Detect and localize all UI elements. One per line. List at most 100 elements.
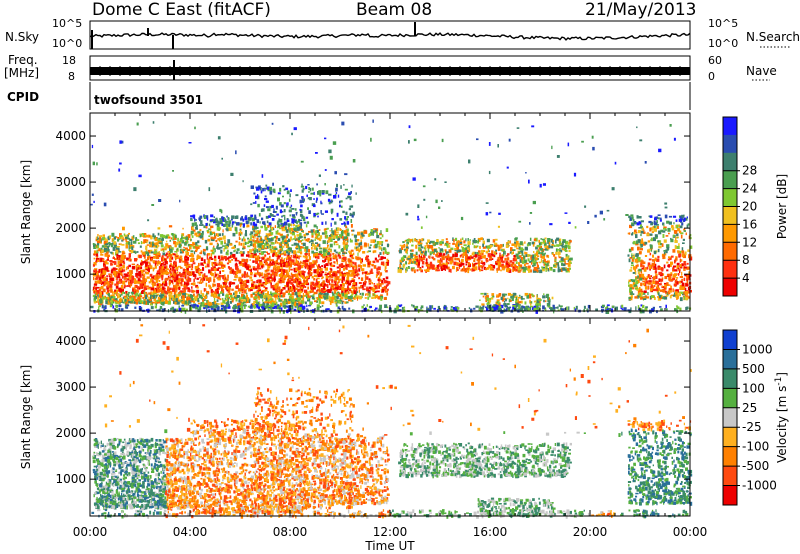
scatter-cell: [329, 262, 332, 266]
scatter-cell: [365, 293, 369, 295]
scatter-cell: [120, 236, 124, 239]
scatter-cell: [397, 267, 400, 270]
scatter-cell: [314, 282, 317, 286]
scatter-cell: [355, 288, 358, 292]
scatter-cell: [100, 288, 102, 292]
beam-label: Beam 08: [356, 0, 433, 20]
scatter-cell: [145, 239, 149, 242]
scatter-cell: [100, 269, 104, 272]
scatter-cell: [340, 249, 344, 252]
scatter-cell: [281, 275, 284, 278]
scatter-cell: [367, 264, 371, 268]
scatter-cell: [181, 240, 185, 244]
scatter-cell: [269, 255, 271, 259]
scatter-cell: [173, 291, 176, 295]
scatter-cell: [121, 298, 124, 302]
scatter-cell: [538, 261, 542, 264]
scatter-cell: [256, 280, 259, 284]
scatter-cell: [467, 263, 471, 267]
scatter-cell: [547, 262, 549, 266]
scatter-cell: [249, 216, 252, 221]
scatter-cell: [257, 220, 259, 223]
scatter-cell: [270, 291, 272, 294]
scatter-cell: [191, 298, 193, 301]
scatter-cell: [271, 204, 274, 208]
scatter-cell: [465, 249, 469, 254]
scatter-cell: [287, 289, 291, 292]
scatter-cell: [247, 240, 251, 243]
scatter-cell: [249, 233, 252, 236]
scatter-cell: [405, 246, 409, 250]
scatter-cell: [542, 248, 545, 251]
scatter-cell: [182, 292, 186, 296]
scatter-cell: [360, 239, 362, 242]
scatter-cell: [538, 245, 542, 250]
scatter-cell: [472, 262, 474, 267]
scatter-cell: [551, 243, 554, 247]
scatter-cell: [369, 244, 372, 246]
scatter-cell: [334, 289, 337, 292]
scatter-cell: [117, 276, 121, 279]
scatter-cell: [226, 228, 229, 232]
scatter-cell: [136, 238, 138, 242]
scatter-cell: [250, 237, 252, 241]
scatter-cell: [308, 191, 310, 193]
scatter-cell: [331, 289, 333, 292]
scatter-cell: [294, 299, 298, 302]
scatter-cell: [136, 251, 139, 253]
scatter-cell: [130, 246, 132, 249]
scatter-cell: [210, 253, 213, 257]
scatter-cell: [440, 268, 444, 271]
freq-tick-bottom: 8: [68, 70, 75, 83]
scatter-cell: [202, 267, 205, 271]
scatter-cell: [269, 238, 273, 242]
scatter-cell: [113, 236, 117, 240]
scatter-cell: [479, 255, 483, 260]
scatter-cell: [444, 249, 447, 253]
scatter-cell: [353, 265, 357, 268]
scatter-cell: [352, 252, 355, 256]
scatter-cell: [169, 260, 172, 263]
scatter-cell: [265, 206, 269, 209]
scatter-cell: [197, 231, 201, 234]
scatter-cell: [106, 251, 109, 254]
scatter-cell: [240, 260, 243, 265]
scatter-cell: [282, 214, 286, 217]
scatter-cell: [271, 245, 274, 250]
scatter-cell: [203, 262, 206, 265]
scatter-cell: [376, 259, 379, 263]
scatter-cell: [208, 284, 211, 288]
scatter-cell: [168, 283, 171, 286]
scatter-cell: [257, 263, 261, 267]
scatter-cell: [158, 253, 161, 258]
scatter-cell: [529, 260, 533, 263]
scatter-cell: [234, 294, 238, 298]
scatter-cell: [305, 251, 308, 255]
scatter-cell: [221, 233, 224, 236]
scatter-cell: [375, 294, 379, 298]
scatter-cell: [136, 268, 138, 273]
scatter-cell: [352, 292, 354, 296]
scatter-cell: [514, 268, 518, 272]
scatter-cell: [337, 236, 341, 238]
scatter-cell: [304, 301, 307, 305]
scatter-cell: [303, 221, 307, 224]
scatter-cell: [270, 273, 272, 278]
scatter-cell: [258, 250, 261, 253]
scatter-cell: [511, 243, 515, 246]
scatter-cell: [308, 230, 311, 233]
scatter-cell: [102, 296, 105, 300]
scatter-cell: [487, 245, 491, 249]
scatter-cell: [130, 270, 133, 274]
scatter-cell: [215, 233, 218, 236]
scatter-cell: [352, 211, 355, 216]
scatter-cell: [473, 255, 476, 257]
scatter-cell: [520, 248, 525, 251]
scatter-cell: [318, 264, 320, 268]
scatter-cell: [547, 255, 550, 259]
scatter-cell: [315, 230, 319, 233]
scatter-cell: [209, 256, 213, 259]
scatter-cell: [119, 259, 123, 264]
scatter-cell: [368, 291, 370, 296]
scatter-cell: [534, 263, 536, 266]
